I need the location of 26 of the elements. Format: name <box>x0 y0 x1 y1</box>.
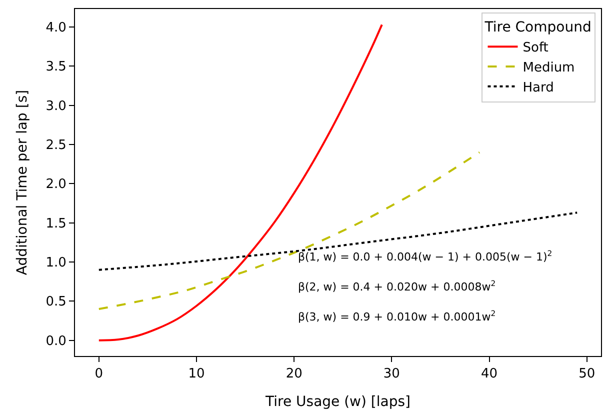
annotation: β(3, w) = 0.9 + 0.010w + 0.0001w$^{2}$ <box>298 309 496 324</box>
legend-label: Soft <box>522 40 548 56</box>
x-tick-label: 10 <box>188 366 205 382</box>
y-tick-label: 2.5 <box>46 138 66 154</box>
legend-title: Tire Compound <box>484 20 592 36</box>
line-series <box>98 212 578 271</box>
y-tick-label: 1.5 <box>46 216 66 232</box>
annotation: β(1, w) = 0.0 + 0.004(w − 1) + 0.005(w − 1)$^{2}$ <box>298 249 552 264</box>
x-tick-label: 20 <box>286 366 302 382</box>
x-axis-title: Tire Usage (w) [laps] <box>264 394 410 410</box>
x-tick-label: 50 <box>578 366 596 382</box>
y-tick-label: 0.0 <box>46 334 66 349</box>
line-series <box>98 24 383 342</box>
legend-label: Medium <box>522 60 575 76</box>
y-tick-label: 3.0 <box>46 98 66 114</box>
y-tick-label: 0.5 <box>46 294 66 310</box>
annotation: β(2, w) = 0.4 + 0.020w + 0.0008w$^{2}$ <box>298 279 496 294</box>
y-tick-label: 1.0 <box>46 256 66 271</box>
y-tick-label: 2.0 <box>46 177 66 192</box>
x-tick-label: 30 <box>383 366 400 382</box>
legend-label: Hard <box>522 80 554 96</box>
y-axis-title: Additional Time per lap [s] <box>14 90 30 276</box>
y-tick-label: 4.0 <box>46 20 66 36</box>
y-tick-label: 3.5 <box>46 60 66 75</box>
x-tick-label: 40 <box>480 366 498 382</box>
x-tick-label: 0 <box>94 366 104 382</box>
